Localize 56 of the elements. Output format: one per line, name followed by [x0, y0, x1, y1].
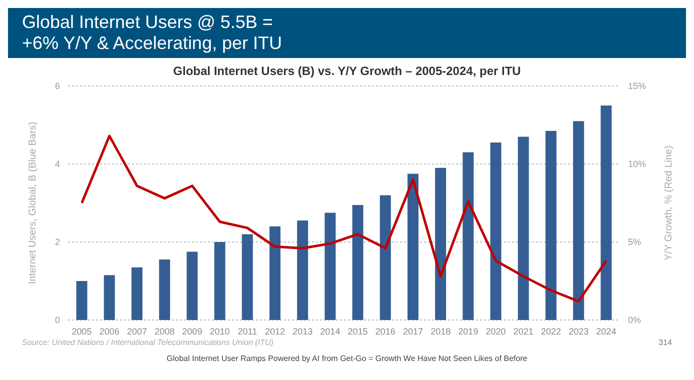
x-tick-label: 2024: [596, 326, 616, 336]
bar: [435, 168, 446, 320]
y2-tick-label: 0%: [628, 315, 642, 326]
x-tick-label: 2006: [99, 326, 120, 336]
y-tick-label: 6: [54, 81, 60, 92]
text: Global Internet User Ramps Powered by AI from Get-Go = Growth We Have Not Seen Likes of Before: [166, 354, 528, 363]
bar: [76, 281, 88, 320]
source-note: Source: United Nations / International Telecommunications Union (ITU): [22, 338, 274, 347]
bar: [104, 275, 115, 320]
y-tick-label: 2: [54, 237, 60, 248]
bar: [269, 226, 280, 320]
x-tick-label: 2015: [348, 326, 368, 336]
text: 314: [658, 338, 672, 347]
bar: [186, 252, 198, 320]
y-tick-label: 0: [54, 315, 60, 326]
bar: [352, 204, 364, 320]
chart-subtitle: Global Internet Users (B) vs. Y/Y Growth – 2005-2024, per ITU: [172, 64, 522, 78]
bar: [324, 212, 336, 320]
y2-axis-title: Y/Y Growth, % (Red Line): [664, 146, 675, 260]
line-series: [80, 134, 608, 303]
x-tick-label: 2010: [210, 326, 230, 336]
bar: [573, 121, 584, 320]
bar: [242, 234, 253, 320]
x-tick-label: 2005: [72, 326, 92, 336]
bar: [407, 174, 418, 320]
x-tick-label: 2018: [430, 326, 451, 336]
bar: [462, 152, 474, 320]
bar: [159, 260, 170, 320]
x-tick-label: 2011: [238, 326, 258, 336]
bar: [131, 267, 142, 320]
x-tick-label: 2016: [375, 326, 396, 336]
x-tick-label: 2022: [540, 326, 562, 336]
bar: [490, 142, 502, 320]
bar: [380, 195, 391, 320]
x-tick-label: 2009: [182, 326, 202, 336]
x-tick-label: 2023: [568, 326, 589, 336]
x-tick-label: 2012: [264, 326, 286, 336]
x-tick-label: 2008: [154, 326, 175, 336]
y-axis-title: Internet Users, Global, B (Blue Bars): [28, 122, 39, 284]
x-tick-label: 2020: [486, 326, 506, 336]
x-tick-label: 2014: [320, 326, 340, 336]
chart-title: Global Internet Users @ 5.5B = +6% Y/Y & Accelerating, per ITU: [8, 8, 686, 58]
x-tick-label: 2017: [402, 326, 424, 336]
y2-tick-label: 15%: [628, 81, 646, 92]
y2-tick-label: 5%: [628, 237, 642, 248]
bar: [297, 220, 308, 320]
bar: [518, 136, 529, 320]
x-tick-label: 2013: [292, 326, 313, 336]
bar: [600, 106, 612, 320]
x-tick-label: 2007: [126, 326, 148, 336]
bar: [214, 242, 226, 320]
bar: [545, 130, 556, 320]
x-tick-label: 2021: [513, 326, 534, 336]
y2-tick-label: 10%: [628, 159, 646, 170]
y-tick-label: 4: [54, 159, 60, 170]
x-tick-label: 2019: [458, 326, 478, 336]
